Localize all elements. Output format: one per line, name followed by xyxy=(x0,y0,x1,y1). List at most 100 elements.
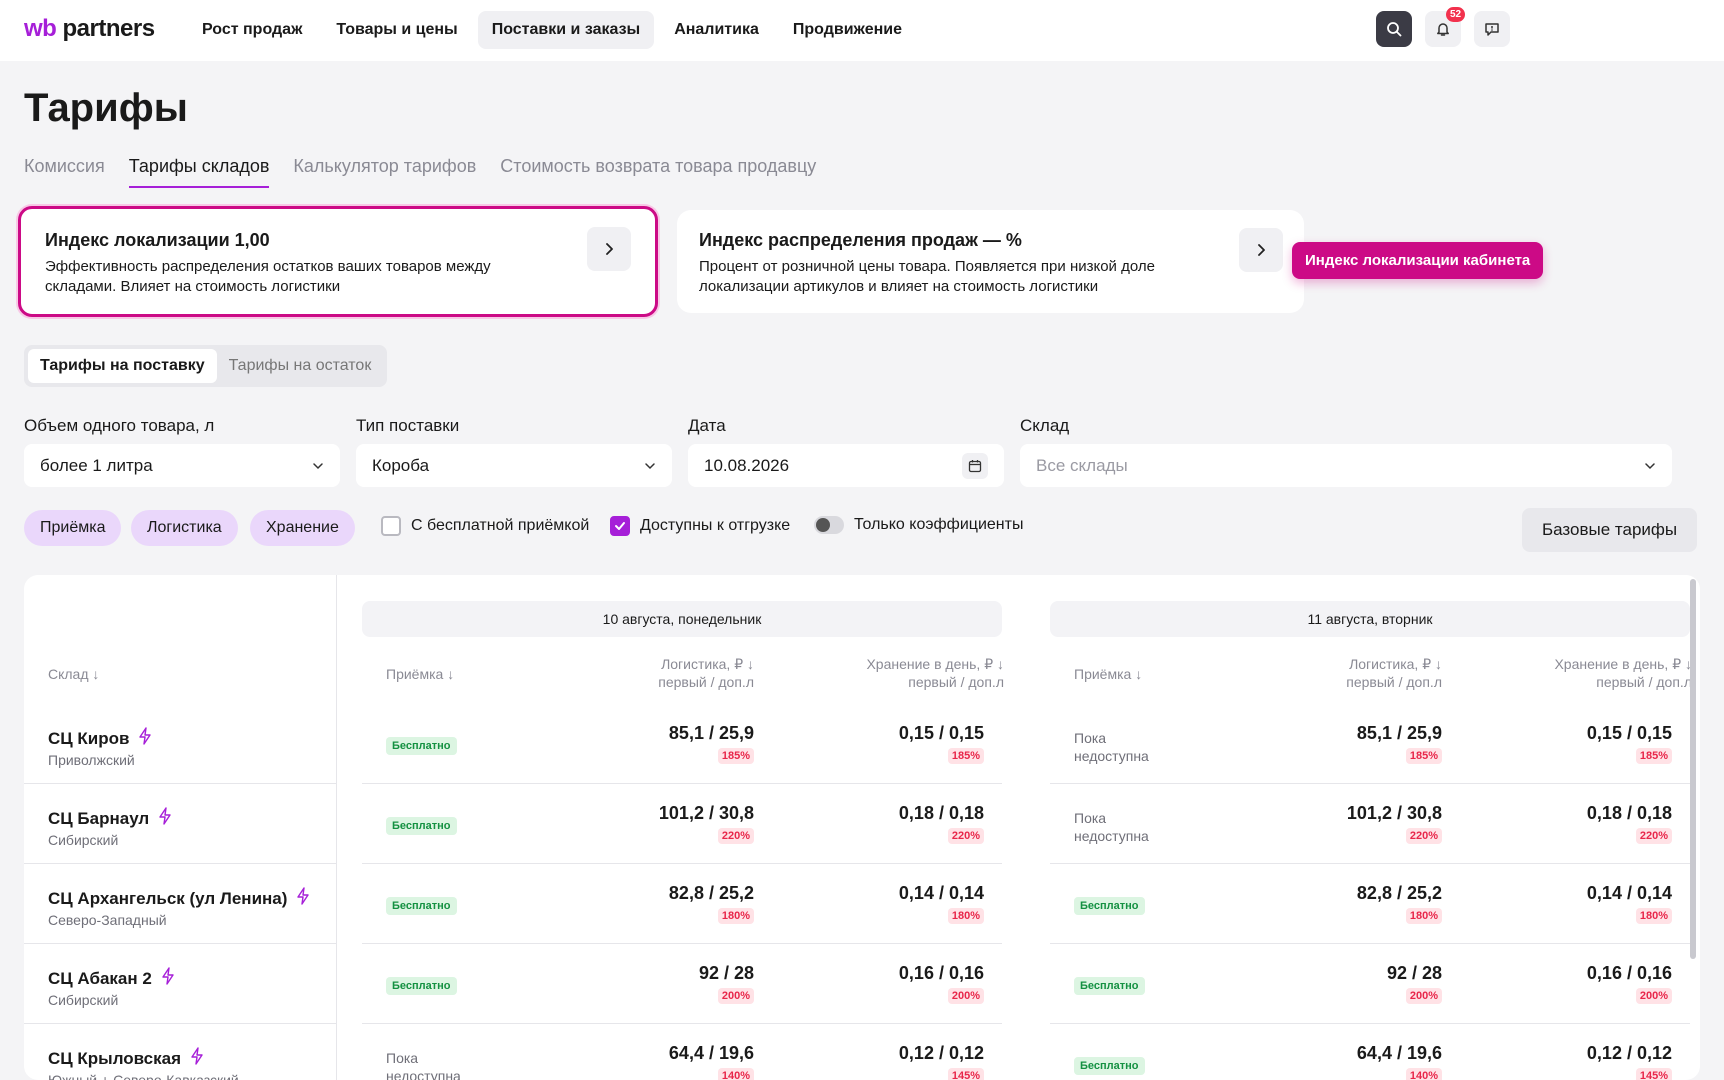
logistics-rate: 82,8 / 25,2 xyxy=(668,883,754,903)
search-button[interactable] xyxy=(1376,11,1412,47)
unavailable-line-1: Пока xyxy=(1074,730,1107,746)
warehouse-cell[interactable]: СЦ Архангельск (ул Ленина) Северо-Западны… xyxy=(48,887,311,928)
supply-type-select[interactable]: Короба xyxy=(356,444,672,487)
available-checkbox[interactable] xyxy=(610,516,630,536)
unavailable-line-2: недоступна xyxy=(1074,748,1149,764)
logistics-header-d2[interactable]: Логистика, ₽ ↓ первый / доп.л xyxy=(1346,656,1442,690)
logo[interactable]: wb partners xyxy=(24,15,155,42)
warehouse-column-header[interactable]: Склад ↓ xyxy=(48,666,100,682)
sort-arrow-icon: ↓ xyxy=(447,666,455,682)
coefficients-option[interactable]: Только коэффициенты xyxy=(814,516,1023,534)
logistics-rate: 85,1 / 25,9 xyxy=(1356,723,1442,743)
warehouse-select[interactable]: Все склады xyxy=(1020,444,1672,487)
storage-rate: 0,18 / 0,18 xyxy=(898,803,984,823)
row-divider xyxy=(24,863,337,864)
acceptance-unavailable: Пока недоступна xyxy=(1074,729,1149,765)
tab-commission[interactable]: Комиссия xyxy=(24,156,105,176)
warehouse-region: Приволжский xyxy=(48,752,135,768)
storage-coef-badge: 180% xyxy=(947,908,984,924)
warehouse-name[interactable]: СЦ Крыловская xyxy=(48,1047,239,1070)
tabs: Комиссия Тарифы складов Калькулятор тари… xyxy=(24,156,816,188)
logistics-rate: 64,4 / 19,6 xyxy=(668,1043,754,1063)
logistics-value: 85,1 / 25,9 185% xyxy=(1242,723,1442,764)
tariff-type-switch: Тарифы на поставку Тарифы на остаток xyxy=(24,345,388,387)
row-divider xyxy=(362,943,1002,944)
row-divider xyxy=(1050,943,1690,944)
table-scrollbar[interactable] xyxy=(1690,579,1696,959)
logistics-rate: 92 / 28 xyxy=(1386,963,1442,983)
tab-return-cost[interactable]: Стоимость возврата товара продавцу xyxy=(500,156,817,176)
localization-index-text: Эффективность распределения остатков ваш… xyxy=(45,258,491,295)
nav-item-promotion[interactable]: Продвижение xyxy=(792,21,902,38)
free-acceptance-checkbox[interactable] xyxy=(381,516,401,536)
storage-rate: 0,16 / 0,16 xyxy=(1586,963,1672,983)
segment-supply-tariffs[interactable]: Тарифы на поставку xyxy=(28,349,217,383)
warehouse-cell[interactable]: СЦ Киров Приволжский xyxy=(48,727,153,768)
warehouse-cell[interactable]: СЦ Барнаул Сибирский xyxy=(48,807,173,848)
warehouse-cell[interactable]: СЦ Крыловская Южный + Северо-Кавказский xyxy=(48,1047,239,1080)
acceptance-unavailable: Пока недоступна xyxy=(386,1049,461,1080)
warehouse-cell[interactable]: СЦ Абакан 2 Сибирский xyxy=(48,967,176,1008)
warehouse-region: Сибирский xyxy=(48,992,119,1008)
nav-item-sales-growth[interactable]: Рост продаж xyxy=(202,21,303,38)
logistics-coef-badge: 180% xyxy=(1405,908,1442,924)
volume-select[interactable]: более 1 литра xyxy=(24,444,340,487)
lightning-icon xyxy=(157,807,173,830)
storage-header-d1[interactable]: Хранение в день, ₽ ↓ первый / доп.л xyxy=(866,656,1004,690)
logistics-value: 82,8 / 25,2 180% xyxy=(554,883,754,924)
free-acceptance-option[interactable]: С бесплатной приёмкой xyxy=(381,516,589,536)
search-icon xyxy=(1387,22,1402,37)
chevron-down-icon xyxy=(1645,462,1655,469)
storage-rate: 0,16 / 0,16 xyxy=(898,963,984,983)
warehouse-name[interactable]: СЦ Барнаул xyxy=(48,807,173,830)
supply-type-label: Тип поставки xyxy=(356,416,460,435)
date-field[interactable]: 10.08.2026 xyxy=(688,444,1004,487)
volume-label: Объем одного товара, л xyxy=(24,416,215,435)
storage-value: 0,12 / 0,12 145% xyxy=(1492,1043,1672,1080)
tab-warehouse-tariffs[interactable]: Тарифы складов xyxy=(128,156,270,188)
chip-logistics[interactable]: Логистика xyxy=(131,510,238,546)
warehouse-name-text: СЦ Барнаул xyxy=(48,808,150,828)
logistics-value: 92 / 28 200% xyxy=(554,963,754,1004)
localization-index-open-button[interactable] xyxy=(587,227,631,271)
row-divider xyxy=(24,1023,337,1024)
logistics-rate: 85,1 / 25,9 xyxy=(668,723,754,743)
logistics-coef-badge: 220% xyxy=(1405,828,1442,844)
coefficients-toggle[interactable] xyxy=(814,516,844,534)
row-divider xyxy=(362,783,1002,784)
sort-arrow-icon: ↓ xyxy=(1435,656,1442,672)
acceptance-unavailable: Пока недоступна xyxy=(1074,809,1149,845)
calendar-button[interactable] xyxy=(962,452,988,479)
warehouse-name[interactable]: СЦ Архангельск (ул Ленина) xyxy=(48,887,311,910)
segment-storage-tariffs[interactable]: Тарифы на остаток xyxy=(228,357,372,374)
sales-distribution-open-button[interactable] xyxy=(1239,228,1283,272)
sales-distribution-card[interactable]: Индекс распределения продаж — % Процент … xyxy=(677,210,1304,313)
logistics-value: 101,2 / 30,8 220% xyxy=(554,803,754,844)
notifications-button[interactable]: 52 xyxy=(1425,7,1466,47)
chat-icon xyxy=(1485,23,1499,36)
available-option[interactable]: Доступны к отгрузке xyxy=(610,516,790,536)
base-tariffs-button[interactable]: Базовые тарифы xyxy=(1522,508,1698,552)
chip-storage[interactable]: Хранение xyxy=(250,510,355,546)
storage-header-d2[interactable]: Хранение в день, ₽ ↓ первый / доп.л xyxy=(1554,656,1692,690)
sort-arrow-icon: ↓ xyxy=(747,656,754,672)
acceptance-header-d2[interactable]: Приёмка ↓ xyxy=(1074,666,1143,682)
acceptance-header-d1[interactable]: Приёмка ↓ xyxy=(386,666,455,682)
nav-item-goods-prices[interactable]: Товары и цены xyxy=(336,21,458,38)
storage-coef-badge: 145% xyxy=(947,1068,984,1080)
nav-item-analytics[interactable]: Аналитика xyxy=(674,21,759,38)
day-header-2: 11 августа, вторник xyxy=(1050,601,1690,637)
row-divider xyxy=(362,863,1002,864)
tab-tariff-calculator[interactable]: Калькулятор тарифов xyxy=(293,156,477,176)
cabinet-localization-index-button[interactable]: Индекс локализации кабинета xyxy=(1292,242,1544,279)
logistics-rate: 82,8 / 25,2 xyxy=(1356,883,1442,903)
nav-item-supplies-orders[interactable]: Поставки и заказы xyxy=(477,11,655,49)
warehouse-name[interactable]: СЦ Абакан 2 xyxy=(48,967,176,990)
sort-arrow-icon: ↓ xyxy=(92,666,100,682)
localization-index-card[interactable]: Индекс локализации 1,00 Эффективность ра… xyxy=(18,206,658,317)
logistics-header-d1[interactable]: Логистика, ₽ ↓ первый / доп.л xyxy=(658,656,754,690)
warehouse-name[interactable]: СЦ Киров xyxy=(48,727,153,750)
chip-acceptance[interactable]: Приёмка xyxy=(24,510,122,546)
feedback-button[interactable] xyxy=(1474,11,1510,47)
storage-value: 0,18 / 0,18 220% xyxy=(1492,803,1672,844)
